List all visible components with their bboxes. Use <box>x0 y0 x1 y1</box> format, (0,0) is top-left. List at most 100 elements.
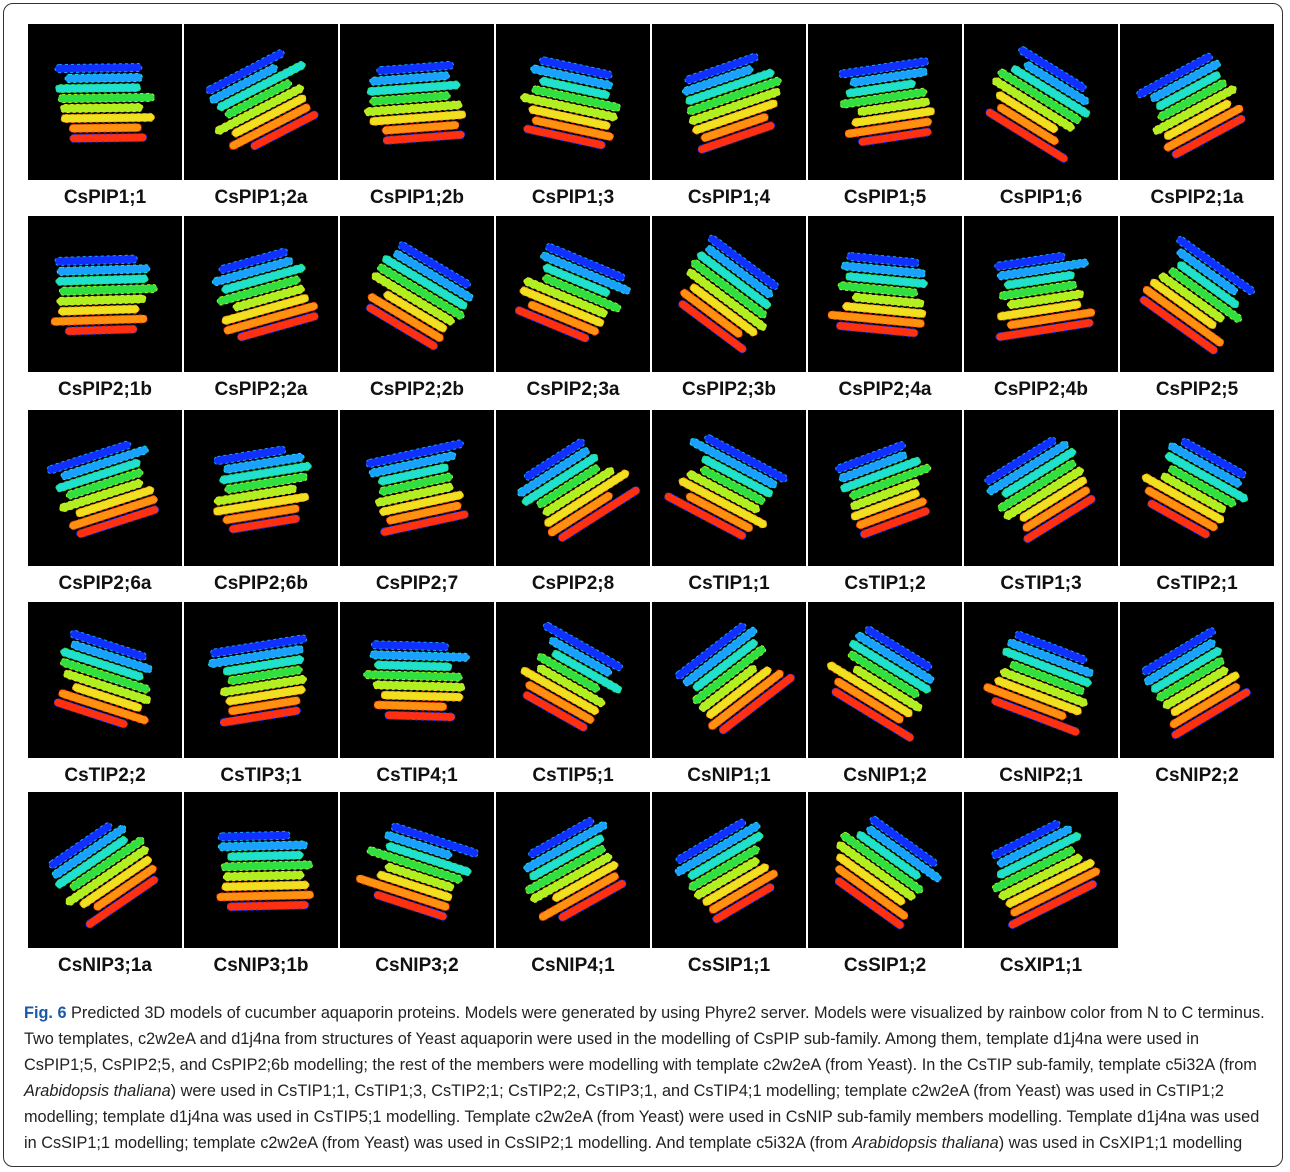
model-image <box>652 410 806 566</box>
panel-label: CsPIP2;5 <box>1120 379 1274 401</box>
caption-text: ) was used in CsXIP1;1 modelling <box>999 1134 1242 1152</box>
protein-render <box>808 410 962 566</box>
panel-label: CsTIP1;2 <box>808 573 962 595</box>
panel-label: CsSIP1;1 <box>652 955 806 977</box>
protein-render <box>652 24 806 180</box>
protein-render <box>340 24 494 180</box>
panel-label: CsNIP1;1 <box>652 765 806 787</box>
protein-render <box>808 24 962 180</box>
helix <box>218 831 290 841</box>
helix <box>57 295 146 306</box>
panel-label: CsPIP1;2b <box>340 187 494 209</box>
protein-render <box>496 602 650 758</box>
helix <box>56 275 148 286</box>
caption: Fig. 6 Predicted 3D models of cucumber a… <box>24 1000 1272 1156</box>
protein-render <box>496 792 650 948</box>
helix <box>227 901 309 911</box>
panel-label: CsPIP2;4b <box>964 379 1118 401</box>
model-image <box>184 602 338 758</box>
helix <box>65 73 142 82</box>
helix <box>370 651 470 662</box>
panel-label: CsNIP3;1b <box>184 955 338 977</box>
protein-render <box>184 602 338 758</box>
protein-render <box>652 602 806 758</box>
protein-render <box>340 216 494 372</box>
panel-label: CsPIP2;6a <box>28 573 182 595</box>
model-image <box>964 216 1118 372</box>
panel-label: CsPIP2;1b <box>28 379 182 401</box>
protein-render <box>652 792 806 948</box>
model-image <box>964 602 1118 758</box>
protein-render <box>808 602 962 758</box>
helix <box>60 103 142 112</box>
protein-render <box>964 410 1118 566</box>
page: CsPIP1;1CsPIP1;2aCsPIP1;2bCsPIP1;3CsPIP1… <box>0 0 1290 1172</box>
helix <box>59 284 157 295</box>
protein-render <box>964 24 1118 180</box>
model-image <box>496 24 650 180</box>
model-image <box>184 792 338 948</box>
caption-label: Fig. 6 <box>24 1004 67 1022</box>
panel-label: CsTIP2;2 <box>28 765 182 787</box>
protein-render <box>28 602 182 758</box>
model-image <box>964 410 1118 566</box>
model-image <box>340 216 494 372</box>
panel-label: CsPIP1;6 <box>964 187 1118 209</box>
protein-render <box>808 792 962 948</box>
model-image <box>28 410 182 566</box>
helix <box>381 691 463 701</box>
helix <box>65 325 137 335</box>
helix <box>55 255 138 266</box>
panel-label: CsSIP1;2 <box>808 955 962 977</box>
protein-render <box>964 602 1118 758</box>
model-image <box>1120 24 1274 180</box>
model-image <box>964 24 1118 180</box>
panel-label: CsTIP5;1 <box>496 765 650 787</box>
panel-label: CsPIP2;1a <box>1120 187 1274 209</box>
helix <box>57 265 150 276</box>
model-image <box>340 410 494 566</box>
helix <box>364 671 463 682</box>
model-image <box>28 792 182 948</box>
model-image <box>1120 410 1274 566</box>
model-image <box>808 24 962 180</box>
helix <box>374 701 447 711</box>
panel-label: CsTIP1;1 <box>652 573 806 595</box>
model-image <box>496 602 650 758</box>
helix <box>51 315 148 326</box>
model-image <box>496 216 650 372</box>
model-image <box>652 602 806 758</box>
helix <box>373 681 465 692</box>
protein-render <box>28 410 182 566</box>
panel-label: CsXIP1;1 <box>964 955 1118 977</box>
protein-render <box>340 410 494 566</box>
helix <box>385 711 456 721</box>
protein-render <box>28 792 182 948</box>
helix <box>216 891 313 901</box>
helix <box>70 133 147 142</box>
helix <box>223 871 304 881</box>
model-image <box>340 24 494 180</box>
model-image <box>652 24 806 180</box>
model-image <box>184 410 338 566</box>
helix <box>227 851 303 861</box>
panel-label: CsNIP3;2 <box>340 955 494 977</box>
panel-label: CsPIP2;6b <box>184 573 338 595</box>
model-image <box>1120 602 1274 758</box>
model-image <box>652 792 806 948</box>
panel-label: CsPIP2;3a <box>496 379 650 401</box>
panel-label: CsPIP2;8 <box>496 573 650 595</box>
panel-label: CsTIP1;3 <box>964 573 1118 595</box>
protein-render <box>184 216 338 372</box>
protein-render <box>1120 24 1274 180</box>
protein-render <box>184 410 338 566</box>
helix <box>61 113 155 122</box>
protein-render <box>184 24 338 180</box>
helix <box>69 124 141 133</box>
model-image <box>964 792 1118 948</box>
panel-label: CsPIP1;2a <box>184 187 338 209</box>
protein-render <box>808 216 962 372</box>
panel-label: CsPIP2;2b <box>340 379 494 401</box>
helix <box>371 641 448 651</box>
model-image <box>808 216 962 372</box>
